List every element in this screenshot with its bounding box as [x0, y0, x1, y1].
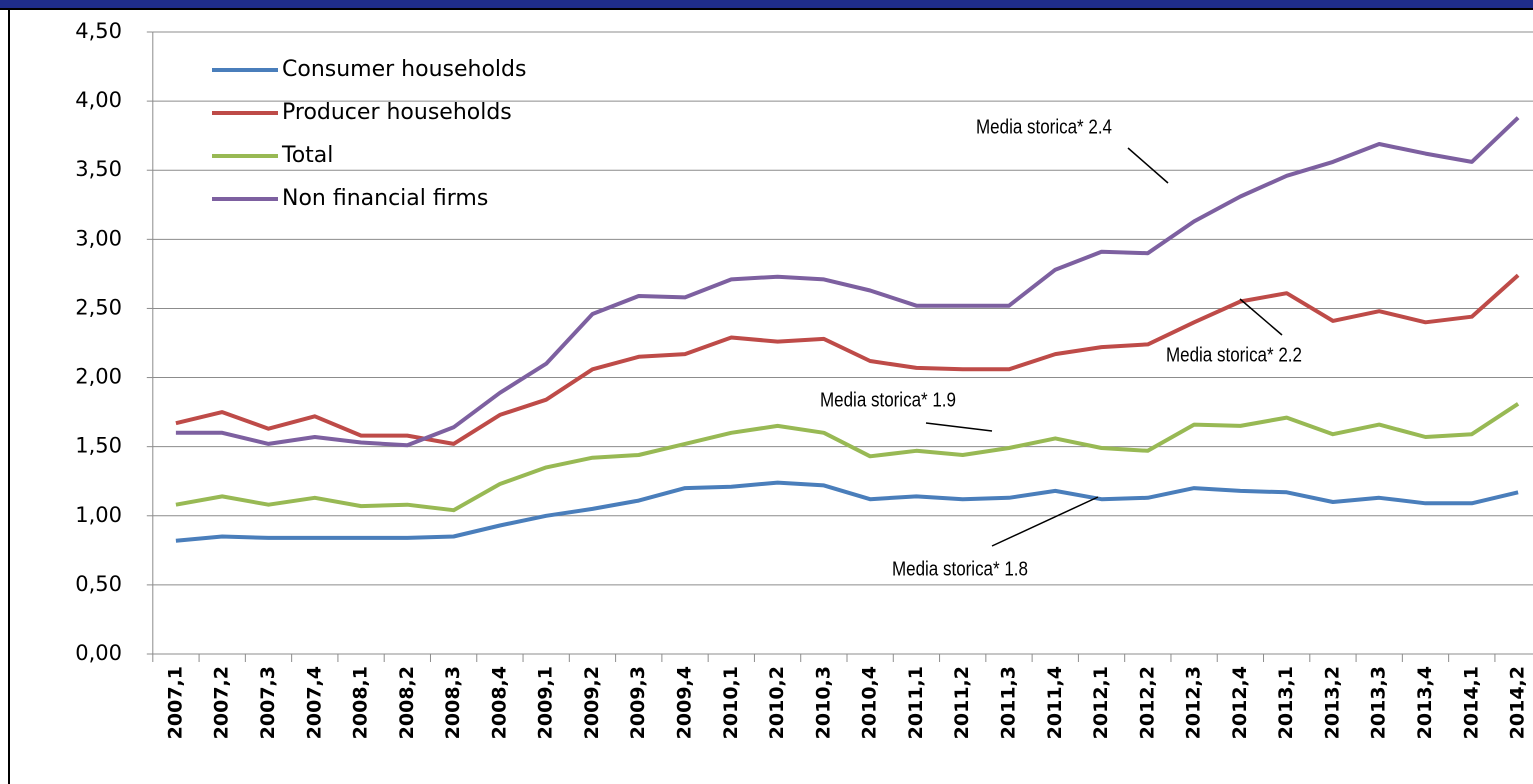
y-tick-label: 4,50	[75, 19, 122, 43]
annotation-leader	[991, 496, 1099, 547]
x-tick-label: 2007,4	[303, 666, 325, 739]
annotation: Media storica* 1.9	[820, 388, 956, 411]
x-tick-label: 2008,3	[442, 666, 464, 739]
x-tick-label: 2008,2	[396, 666, 418, 739]
y-tick-label: 0,00	[75, 641, 122, 665]
x-tick-label: 2007,1	[164, 666, 186, 739]
x-tick-label: 2013,4	[1414, 666, 1436, 739]
x-tick-label: 2009,3	[627, 666, 649, 739]
x-tick-label: 2013,2	[1321, 666, 1343, 739]
x-tick-label: 2010,3	[812, 666, 834, 739]
annotation: Media storica* 2.4	[976, 115, 1112, 138]
series-line	[175, 402, 1520, 513]
legend-label: Non financial firms	[282, 186, 488, 211]
legend-label: Total	[281, 143, 333, 168]
annotation-leader	[1127, 147, 1169, 184]
x-tick-label: 2010,4	[859, 666, 881, 739]
x-tick-label: 2011,2	[951, 666, 973, 739]
series-line	[175, 480, 1519, 543]
x-tick-label: 2012,2	[1136, 666, 1158, 739]
x-tick-label: 2012,1	[1090, 666, 1112, 739]
x-tick-label: 2012,3	[1183, 666, 1205, 739]
x-tick-label: 2010,2	[766, 666, 788, 739]
x-tick-label: 2010,1	[720, 666, 742, 739]
legend-label: Producer households	[282, 100, 512, 125]
annotation-leader	[925, 422, 993, 432]
x-tick-label: 2014,2	[1507, 666, 1529, 739]
x-tick-label: 2008,4	[488, 666, 510, 739]
series-line	[175, 273, 1520, 446]
x-tick-label: 2009,1	[535, 666, 557, 739]
x-tick-label: 2007,2	[211, 666, 233, 739]
x-tick-label: 2011,3	[997, 666, 1019, 739]
y-tick-label: 3,00	[75, 226, 122, 250]
y-tick-label: 2,00	[75, 365, 122, 389]
x-tick-label: 2011,1	[905, 666, 927, 739]
annotation-leader	[1239, 298, 1283, 336]
x-tick-label: 2008,1	[350, 666, 372, 739]
x-tick-label: 2012,4	[1229, 666, 1251, 739]
y-tick-label: 1,00	[75, 503, 122, 527]
y-tick-label: 2,50	[75, 295, 122, 319]
x-tick-label: 2007,3	[257, 666, 279, 739]
x-tick-label: 2013,1	[1275, 666, 1297, 739]
x-tick-label: 2009,2	[581, 666, 603, 739]
x-tick-label: 2011,4	[1044, 666, 1066, 739]
annotation: Media storica* 1.8	[892, 557, 1028, 580]
y-tick-label: 1,50	[75, 434, 122, 458]
x-tick-label: 2009,4	[674, 666, 696, 739]
y-tick-label: 4,00	[75, 88, 122, 112]
y-tick-label: 3,50	[75, 157, 122, 181]
x-tick-label: 2014,1	[1460, 666, 1482, 739]
top-bar	[0, 0, 1533, 8]
y-tick-label: 0,50	[75, 572, 122, 596]
legend-label: Consumer households	[282, 57, 526, 82]
series-line	[175, 116, 1520, 448]
annotation: Media storica* 2.2	[1166, 343, 1302, 366]
x-tick-label: 2013,3	[1368, 666, 1390, 739]
